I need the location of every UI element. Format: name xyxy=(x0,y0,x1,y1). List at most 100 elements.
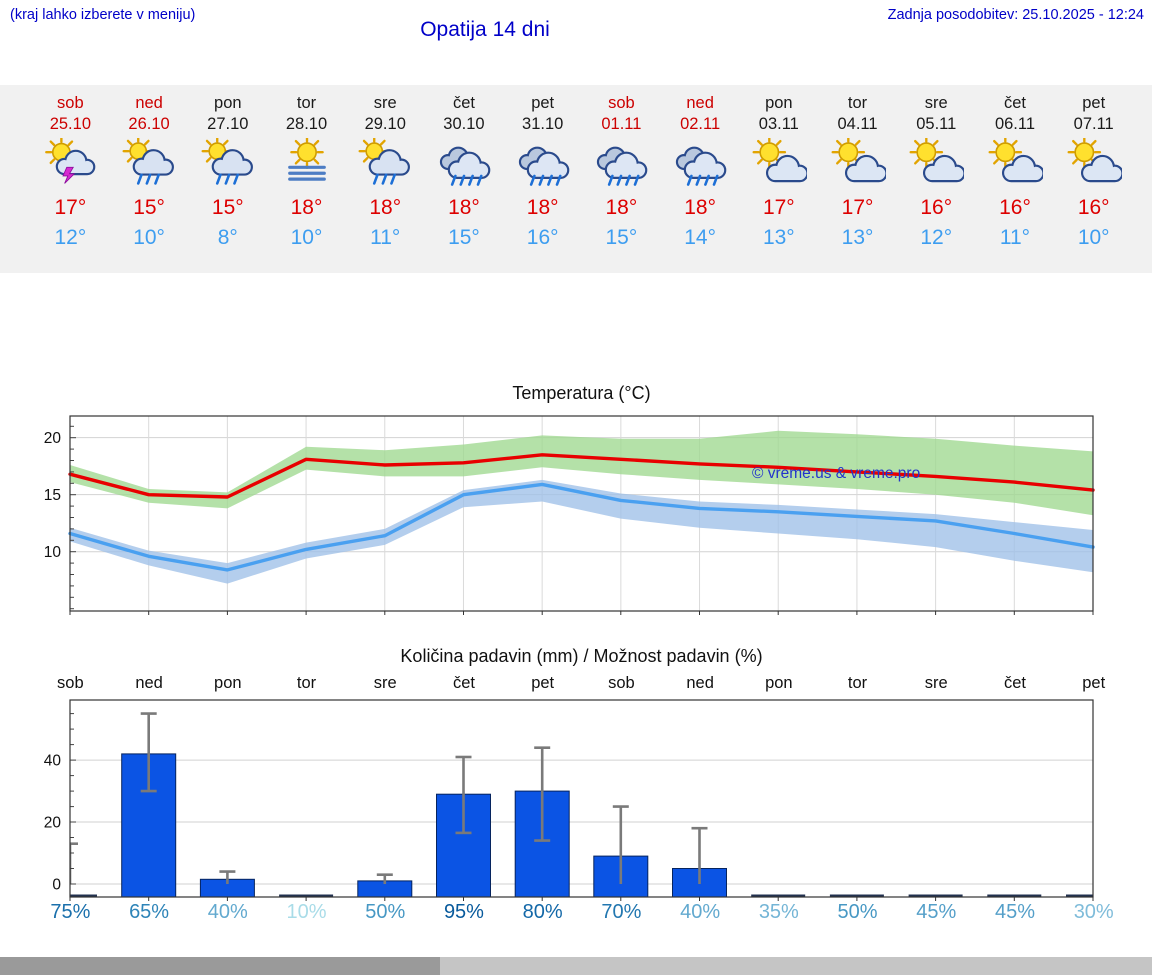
sun-cloud-icon xyxy=(1067,135,1124,183)
temp-low: 12° xyxy=(54,226,87,249)
forecast-day-05.11[interactable]: sre 05.11 16° 12° xyxy=(897,93,976,251)
page-title: Opatija 14 dni xyxy=(420,18,550,41)
horizontal-scrollbar[interactable] xyxy=(0,957,1152,975)
temp-high: 16° xyxy=(999,196,1031,219)
day-date: 26.10 xyxy=(128,115,170,133)
day-date: 07.11 xyxy=(1073,115,1114,133)
precip-probability: 50% xyxy=(365,901,406,923)
zero-bar-dash xyxy=(70,894,97,897)
temp-high: 17° xyxy=(841,196,874,219)
svg-text:40: 40 xyxy=(44,753,62,770)
precip-day-label: pon xyxy=(765,674,793,692)
day-date: 29.10 xyxy=(364,115,406,133)
weather-icon-wrap xyxy=(739,135,818,194)
last-updated: Zadnja posodobitev: 25.10.2025 - 12:24 xyxy=(887,7,1144,23)
weather-icon-wrap xyxy=(503,138,582,194)
forecast-day-31.10[interactable]: pet 31.10 18° 16° xyxy=(503,93,582,251)
day-date: 30.10 xyxy=(443,115,485,133)
weather-icon-wrap xyxy=(188,135,267,194)
precip-day-label: pet xyxy=(531,674,555,692)
precip-probability: 45% xyxy=(994,901,1035,923)
precipitation-chart-title: Količina padavin (mm) / Možnost padavin … xyxy=(400,646,763,666)
weather-icon-wrap xyxy=(897,135,976,194)
day-date: 04.11 xyxy=(837,115,878,133)
day-name: sob xyxy=(608,94,635,112)
temp-low: 11° xyxy=(370,226,401,249)
forecast-day-07.11[interactable]: pet 07.11 16° 10° xyxy=(1054,93,1133,251)
temp-high: 18° xyxy=(448,196,480,219)
forecast-day-25.10[interactable]: sob 25.10 17° 12° xyxy=(31,93,110,251)
weather-icon-wrap xyxy=(31,135,110,194)
precip-probability: 30% xyxy=(1073,901,1114,923)
forecast-strip: sob 25.10 17° 12° ned 26.10 15° 10° pon 27.10 15° 8… xyxy=(0,85,1152,273)
temp-high: 18° xyxy=(526,196,559,219)
day-date: 25.10 xyxy=(49,115,91,133)
temp-high: 15° xyxy=(133,196,165,219)
precip-probability: 50% xyxy=(837,901,878,923)
weather-icon-wrap xyxy=(346,135,425,194)
svg-text:10: 10 xyxy=(44,544,62,561)
sun-cloud-rain-icon xyxy=(201,135,253,185)
weather-icon-wrap xyxy=(267,135,346,194)
temp-low: 12° xyxy=(920,226,953,249)
temperature-chart: 10 15 20 © vreme.us & vreme.pro xyxy=(44,415,1095,615)
forecast-day-03.11[interactable]: pon 03.11 17° 13° xyxy=(739,93,818,251)
day-name: sre xyxy=(373,94,397,112)
sun-cloud-lightning-icon xyxy=(45,135,96,184)
weather-icon-wrap xyxy=(661,138,740,194)
day-name: ned xyxy=(686,94,714,112)
temp-high: 16° xyxy=(920,196,953,219)
temp-low: 16° xyxy=(526,226,559,249)
precipitation-chart: 0 20 40 xyxy=(44,699,1094,901)
precip-day-label: pon xyxy=(214,674,242,692)
precip-probability: 40% xyxy=(207,901,248,923)
precip-day-label: tor xyxy=(296,674,317,692)
temp-high: 17° xyxy=(54,196,87,219)
day-date: 27.10 xyxy=(207,115,249,133)
forecast-day-04.11[interactable]: tor 04.11 17° 13° xyxy=(818,93,897,251)
day-name: sob xyxy=(57,94,84,112)
temp-low: 10° xyxy=(1077,226,1110,249)
zero-bar-dash xyxy=(987,894,1042,897)
forecast-day-27.10[interactable]: pon 27.10 15° 8° xyxy=(188,93,267,251)
svg-text:20: 20 xyxy=(44,430,62,447)
precip-probability: 70% xyxy=(601,901,642,923)
forecast-day-30.10[interactable]: čet 30.10 18° 15° xyxy=(425,93,504,251)
zero-bar-dash xyxy=(279,894,334,897)
temp-low: 8° xyxy=(217,226,238,249)
svg-text:0: 0 xyxy=(52,877,61,894)
weather-icon-wrap xyxy=(582,138,661,194)
precip-probability: 35% xyxy=(758,901,799,923)
forecast-day-28.10[interactable]: tor 28.10 18° 10° xyxy=(267,93,346,251)
sun-cloud-icon xyxy=(752,135,809,183)
cloud-rain-icon xyxy=(439,146,491,186)
sun-fog-icon xyxy=(287,135,326,181)
temp-low: 10° xyxy=(133,226,165,249)
sun-cloud-rain-icon xyxy=(122,135,175,185)
forecast-day-26.10[interactable]: ned 26.10 15° 10° xyxy=(110,93,189,251)
sun-cloud-icon xyxy=(909,135,966,183)
weather-icon-wrap xyxy=(110,135,189,194)
zero-bar-dash xyxy=(751,894,806,897)
precip-day-label: sob xyxy=(608,674,635,692)
day-date: 06.11 xyxy=(994,115,1036,133)
watermark[interactable]: © vreme.us & vreme.pro xyxy=(752,465,920,482)
forecast-day-06.11[interactable]: čet 06.11 16° 11° xyxy=(976,93,1055,251)
zero-bar-dash xyxy=(908,894,963,897)
temp-low: 14° xyxy=(684,226,716,249)
scrollbar-thumb[interactable] xyxy=(0,957,440,975)
cloud-rain-icon xyxy=(518,146,569,186)
zero-bar-dash xyxy=(829,894,884,897)
day-name: ned xyxy=(135,94,163,112)
temp-high: 15° xyxy=(211,196,244,219)
forecast-day-02.11[interactable]: ned 02.11 18° 14° xyxy=(661,93,740,251)
day-date: 05.11 xyxy=(916,115,957,133)
temp-high: 18° xyxy=(290,196,323,219)
precip-probability-row: 75% 65% 40% 10% 50% 95% 80% 70% 40% 35% 50% 45% 45% 3… xyxy=(31,901,1133,924)
precip-day-label: ned xyxy=(686,674,714,692)
day-date: 28.10 xyxy=(285,115,328,133)
forecast-day-29.10[interactable]: sre 29.10 18° 11° xyxy=(346,93,425,251)
temp-low: 15° xyxy=(605,226,638,249)
forecast-day-01.11[interactable]: sob 01.11 18° 15° xyxy=(582,93,661,251)
